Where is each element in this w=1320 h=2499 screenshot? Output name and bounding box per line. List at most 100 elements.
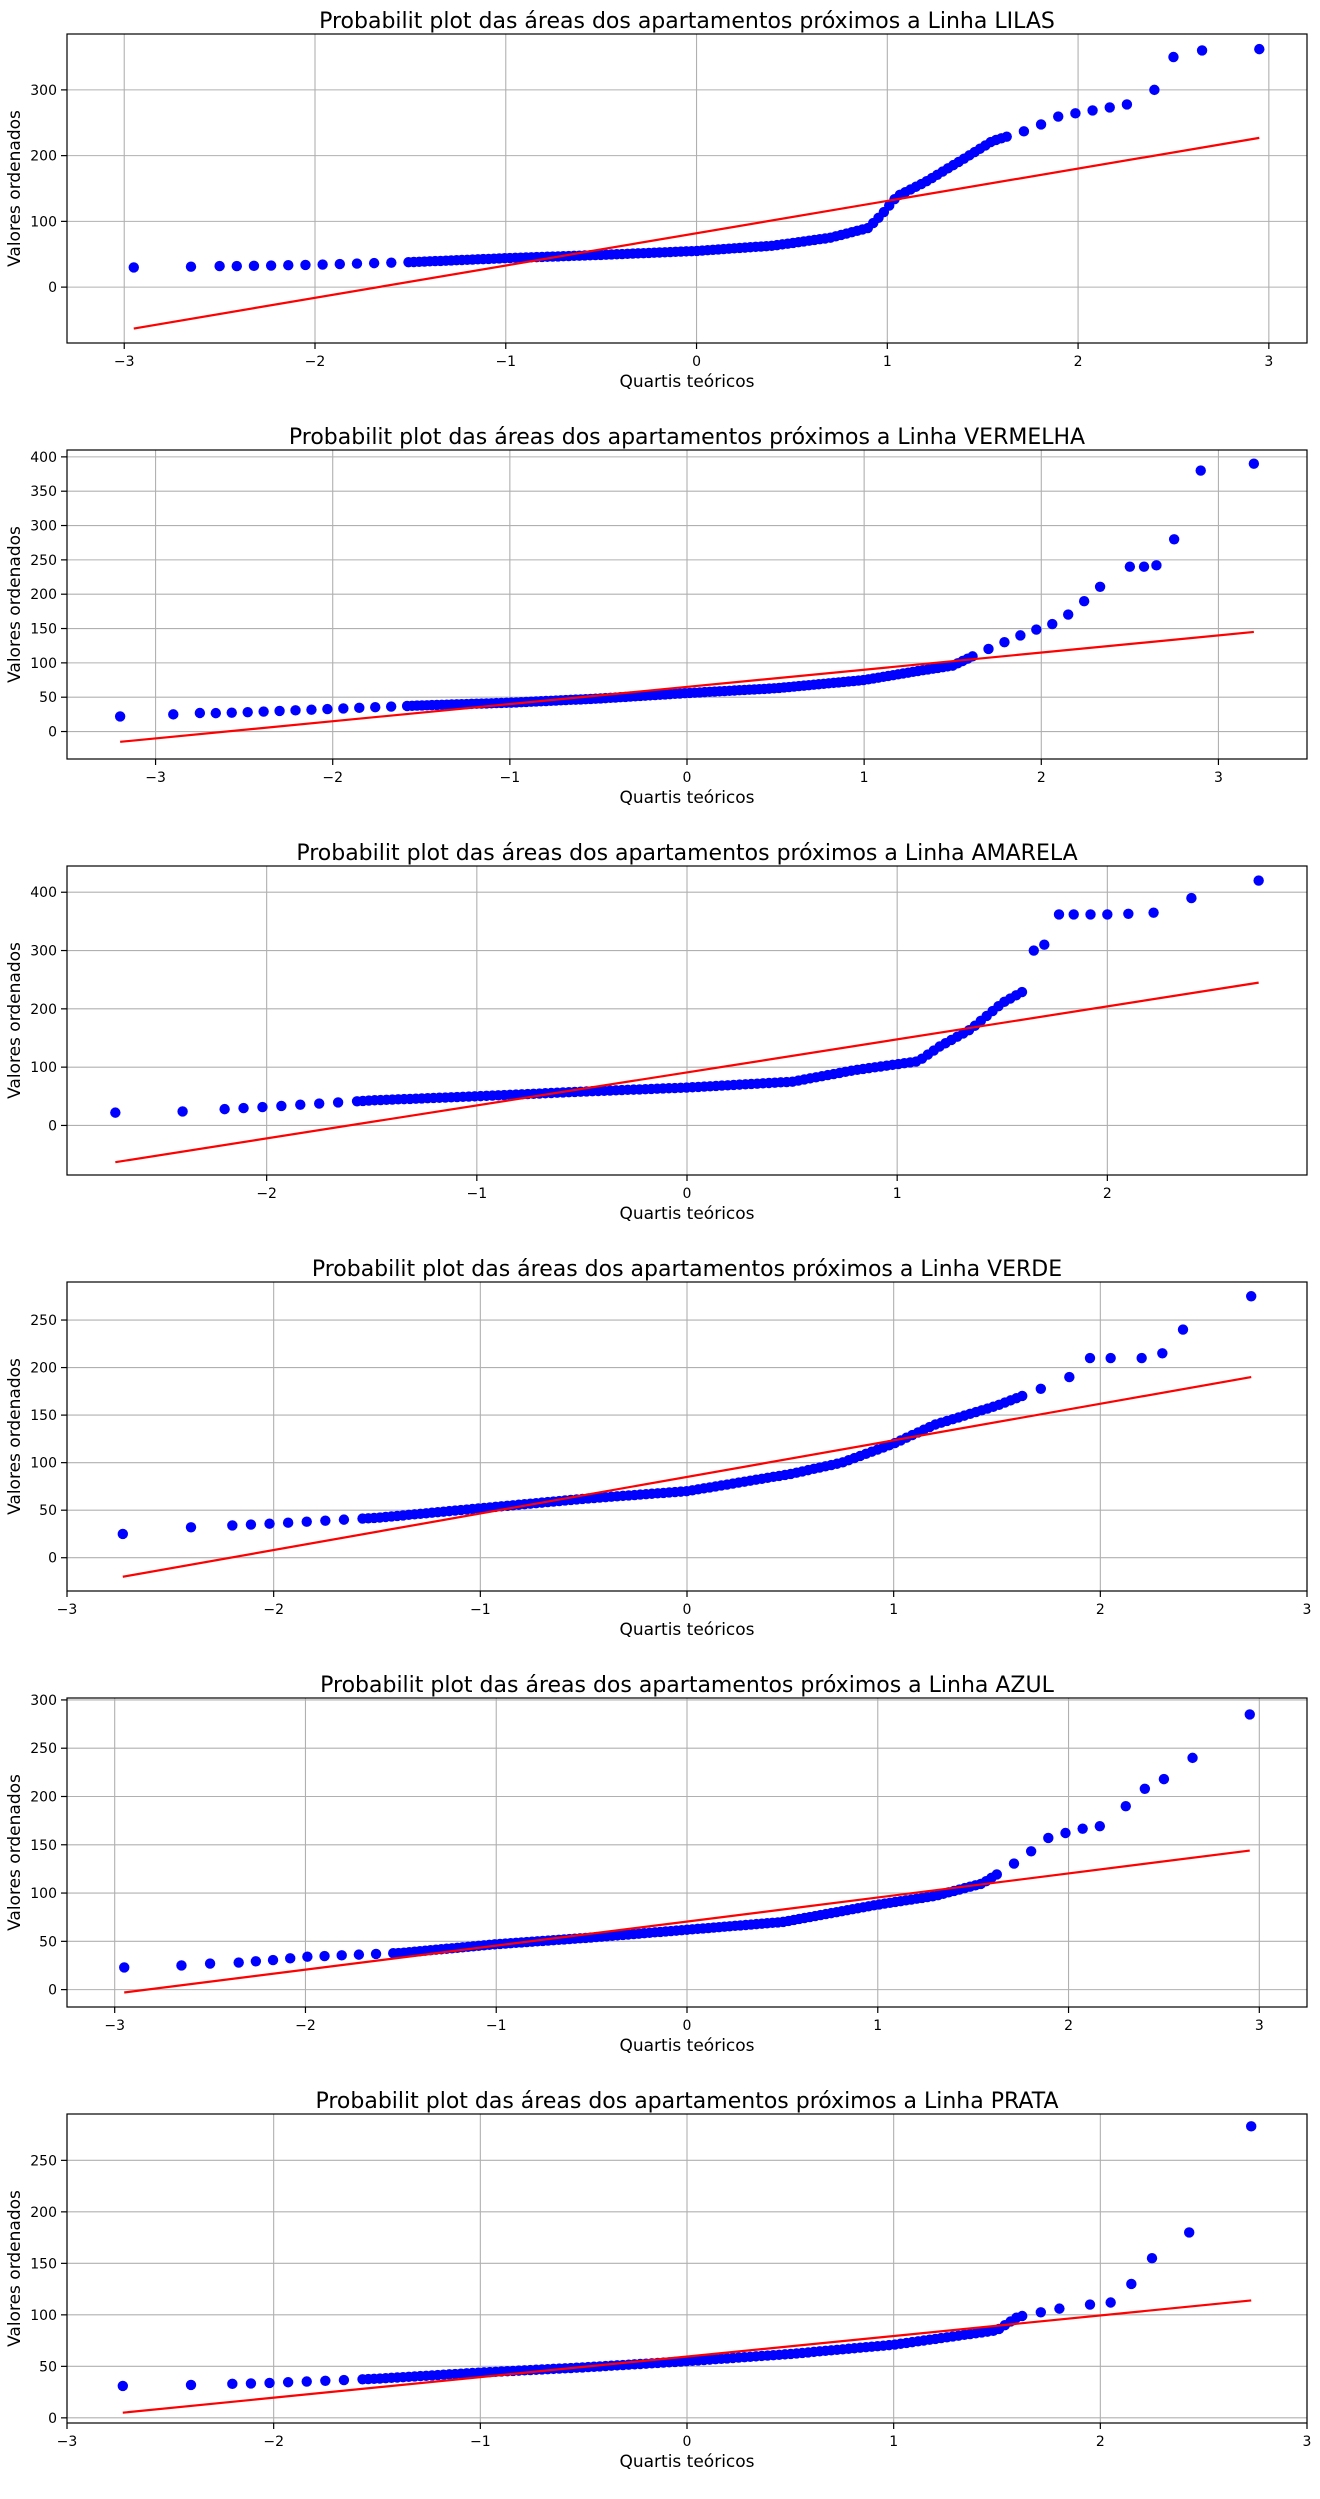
x-tick-label: −2	[263, 2434, 284, 2450]
chart-svg: −3 −2 −1 0 1 2 3 0 50 100 150 200 250 Probabilit plot…	[5, 2089, 1311, 2472]
data-point	[319, 1950, 330, 1962]
x-tick-label: 1	[860, 770, 869, 786]
x-tick-label: −1	[470, 1602, 491, 1618]
chart-panel: −3 −2 −1 0 1 2 3 0 100 200 300 Probabilit plot das …	[0, 0, 1320, 419]
data-point	[117, 1528, 128, 1540]
data-point	[274, 705, 285, 717]
data-point	[1016, 986, 1028, 998]
data-point	[1104, 102, 1115, 113]
x-tick-label: −1	[467, 1186, 488, 1202]
y-axis-label: Valores ordenados	[5, 1774, 25, 1931]
data-point	[1105, 1352, 1116, 1364]
data-point	[332, 1097, 344, 1108]
data-point	[306, 704, 317, 715]
data-point	[168, 709, 179, 720]
grid	[66, 2114, 1308, 2423]
chart-svg: −3 −2 −1 0 1 2 3 0 50 100 150 200 250 300 350 400 Probab…	[5, 425, 1308, 808]
data-point	[119, 1962, 130, 1973]
y-tick-label: 200	[30, 149, 57, 165]
x-tick-label: 2	[1064, 2018, 1073, 2034]
x-tick-label: 0	[692, 354, 701, 370]
data-point	[1060, 1827, 1071, 1839]
data-point	[238, 1102, 249, 1114]
data-point	[1043, 1832, 1054, 1844]
x-tick-label: −2	[256, 1186, 277, 1202]
grid	[67, 34, 1307, 343]
x-tick-label: −1	[470, 2434, 491, 2450]
data-point	[219, 1103, 230, 1115]
data-point	[1087, 105, 1098, 116]
data-point	[1008, 1858, 1020, 1869]
data-point	[1157, 1348, 1168, 1359]
data-point	[320, 1515, 331, 1526]
x-axis-label: Quartis teóricos	[619, 788, 754, 808]
data-point	[210, 707, 221, 719]
x-tick-label: −1	[486, 2018, 507, 2034]
y-tick-label: 150	[30, 622, 57, 638]
data-point	[283, 260, 294, 271]
y-tick-label: 150	[30, 1838, 57, 1854]
data-point	[1035, 2307, 1047, 2318]
chart-panel: −2 −1 0 1 2 0 100 200 300 400 Probabilit plot das …	[0, 832, 1320, 1251]
chart-svg: −3 −2 −1 0 1 2 3 0 50 100 150 200 250 300 Probabilit p…	[5, 1673, 1308, 2056]
data-point	[1085, 909, 1096, 920]
x-tick-label: −3	[57, 2434, 78, 2450]
chart-panel: −3 −2 −1 0 1 2 3 0 50 100 150 200 250 Probabilit plot…	[0, 2080, 1320, 2499]
data-point	[1151, 560, 1162, 571]
data-point	[336, 1950, 347, 1961]
x-tick-label: −3	[145, 770, 166, 786]
x-tick-label: 3	[1264, 354, 1273, 370]
x-tick-label: 0	[683, 2434, 692, 2450]
x-tick-label: −3	[114, 354, 135, 370]
x-tick-label: 3	[1303, 1602, 1312, 1618]
data-point	[1084, 2299, 1096, 2310]
plot-frame	[66, 33, 1308, 344]
data-point	[1047, 618, 1058, 630]
y-tick-label: 400	[30, 885, 57, 901]
chart-panel: −3 −2 −1 0 1 2 3 0 50 100 150 200 250 300 350 400 Probab…	[0, 416, 1320, 835]
x-tick-label: 0	[683, 1602, 692, 1618]
x-axis-label: Quartis teóricos	[619, 1204, 754, 1224]
data-point	[233, 1957, 244, 1968]
y-axis-label: Valores ordenados	[5, 1358, 25, 1515]
x-tick-label: −2	[263, 1602, 284, 1618]
x-tick-label: −2	[322, 770, 343, 786]
data-point	[1015, 630, 1026, 641]
data-point	[1158, 1773, 1170, 1785]
chart-title: Probabilit plot das áreas dos apartament…	[296, 841, 1077, 866]
data-point	[204, 1958, 216, 1969]
data-point	[185, 261, 197, 272]
data-point	[214, 260, 225, 272]
data-point	[385, 701, 397, 712]
y-tick-label: 100	[30, 1060, 57, 1076]
fit-line	[122, 1375, 1252, 1578]
data-point	[338, 703, 349, 714]
data-point	[110, 1107, 121, 1118]
data-point	[267, 1954, 279, 1966]
data-point	[245, 1519, 257, 1530]
data-point	[1094, 581, 1106, 592]
x-axis-label: Quartis teóricos	[619, 1620, 754, 1640]
x-tick-label: 2	[1037, 770, 1046, 786]
fit-line	[133, 136, 1260, 330]
data-point	[1068, 909, 1079, 920]
data-point	[300, 259, 311, 271]
y-tick-label: 350	[30, 484, 57, 500]
data-point	[1054, 2303, 1065, 2314]
data-point	[177, 1106, 188, 1117]
data-point	[265, 260, 277, 271]
y-tick-label: 200	[30, 587, 57, 603]
x-tick-label: 3	[1255, 2018, 1264, 2034]
data-point	[276, 1100, 287, 1112]
x-tick-label: 1	[889, 2434, 898, 2450]
y-axis-label: Valores ordenados	[5, 942, 25, 1099]
data-point	[1253, 875, 1264, 886]
x-tick-label: 0	[683, 1186, 692, 1202]
data-point	[302, 1951, 313, 1962]
y-tick-label: 200	[30, 1789, 57, 1805]
x-tick-label: 1	[873, 2018, 882, 2034]
data-point	[1168, 51, 1179, 63]
data-point	[1139, 1783, 1151, 1794]
data-point	[1053, 111, 1064, 122]
